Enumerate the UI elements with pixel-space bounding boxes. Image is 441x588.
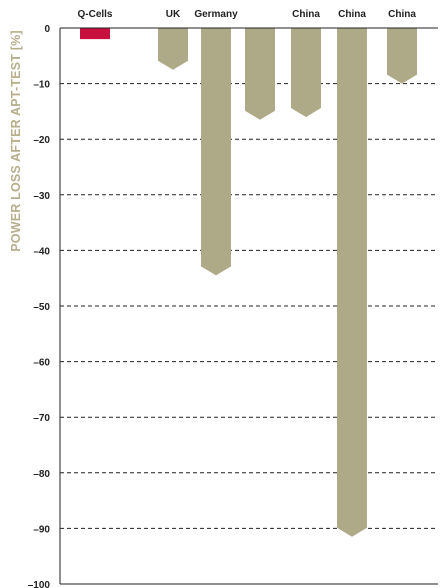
bar-uk — [158, 28, 188, 70]
bars — [80, 28, 417, 537]
y-tick-label: –80 — [33, 469, 50, 480]
bar-germany — [201, 28, 231, 276]
bar-china — [291, 28, 321, 117]
bar-china — [337, 28, 367, 537]
axes — [59, 27, 438, 585]
category-label: China — [338, 9, 366, 20]
category-label: Germany — [194, 9, 238, 20]
category-label: China — [292, 9, 320, 20]
y-tick-label: –40 — [33, 246, 50, 257]
y-tick-label: 0 — [44, 24, 50, 35]
category-label: China — [388, 9, 416, 20]
y-tick-label: –20 — [33, 135, 50, 146]
category-label: UK — [166, 9, 181, 20]
y-tick-label: –70 — [33, 413, 50, 424]
bar-q-cells — [80, 28, 110, 40]
category-label: Q-Cells — [77, 9, 112, 20]
y-tick-label: –100 — [28, 580, 51, 588]
bar-china — [387, 28, 417, 84]
y-tick-labels: 0 –10 –20 –30 –40 –50 –60 –70 –80 –90 –100 — [28, 24, 51, 588]
y-tick-label: –50 — [33, 302, 50, 313]
category-labels: Q-Cells UK Germany China China China — [77, 9, 416, 20]
y-tick-label: –90 — [33, 524, 50, 535]
y-tick-label: –60 — [33, 358, 50, 369]
y-tick-label: –30 — [33, 191, 50, 202]
y-axis-label: POWER LOSS AFTER APT-TEST [%] — [9, 30, 23, 252]
y-tick-label: –10 — [33, 80, 50, 91]
bar-germany — [245, 28, 275, 120]
grid-lines — [60, 83, 438, 529]
